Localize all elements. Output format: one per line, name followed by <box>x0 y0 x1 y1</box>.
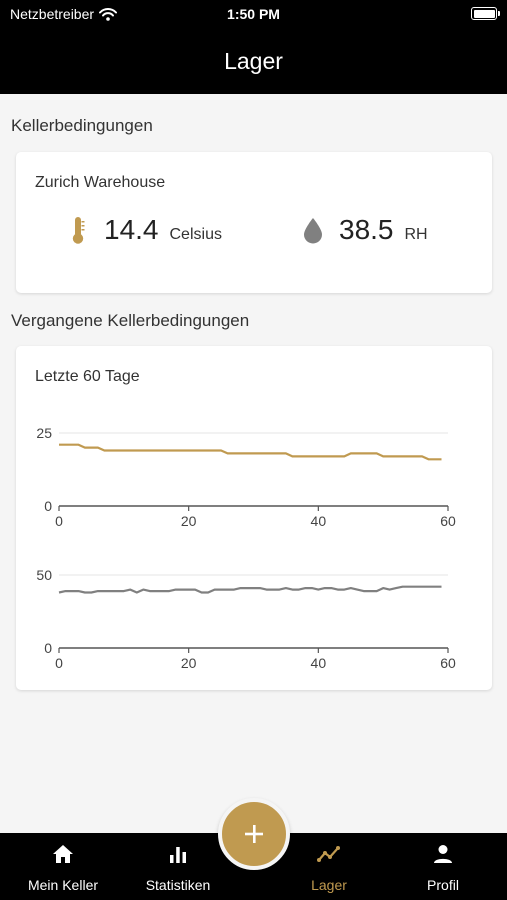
bar-chart-icon <box>170 847 186 863</box>
humidity-reading: 38.5 RH <box>301 214 428 246</box>
status-time: 1:50 PM <box>227 6 280 22</box>
x-tick-label: 0 <box>55 655 63 671</box>
nav-item-lager[interactable]: Lager <box>279 833 379 900</box>
water-drop-icon <box>304 218 322 244</box>
app-bar: Lager <box>0 28 507 94</box>
temperature-value: 14.4 <box>104 214 159 245</box>
page-title: Lager <box>224 48 283 74</box>
x-tick-label: 60 <box>440 513 456 529</box>
current-conditions-card[interactable]: Zurich Warehouse 14.4 Celsius 38.5 RH <box>16 152 492 293</box>
x-tick-label: 20 <box>181 655 197 671</box>
x-tick-label: 60 <box>440 655 456 671</box>
location-name: Zurich Warehouse <box>35 174 166 191</box>
nav-label-lager: Lager <box>311 877 347 893</box>
thermometer-icon <box>72 217 85 244</box>
y-tick-label: 25 <box>36 425 52 441</box>
home-icon <box>53 845 73 863</box>
plus-icon <box>245 825 263 843</box>
x-tick-label: 40 <box>311 513 327 529</box>
y-tick-label: 0 <box>44 640 52 656</box>
nav-label-mein-keller: Mein Keller <box>27 877 99 893</box>
humidity-unit: RH <box>404 226 428 243</box>
temperature-series-line <box>59 443 442 461</box>
wifi-icon <box>99 7 118 21</box>
humidity-value: 38.5 <box>339 214 394 245</box>
x-tick-label: 0 <box>55 513 63 529</box>
person-icon <box>434 845 452 863</box>
y-tick-label: 0 <box>44 498 52 514</box>
x-tick-label: 40 <box>311 655 327 671</box>
add-button[interactable] <box>218 798 290 870</box>
carrier-name: Netzbetreiber <box>10 6 95 22</box>
temperature-reading: 14.4 Celsius <box>66 214 222 246</box>
history-charts: 0 25 0 20 40 60 0 50 0 20 40 60 <box>36 425 456 671</box>
past-conditions-card: Letzte 60 Tage 0 25 0 20 40 60 0 50 0 20 40 60 <box>16 346 492 690</box>
status-bar: Netzbetreiber 1:50 PM <box>0 0 507 28</box>
chart-period-label: Letzte 60 Tage <box>35 368 140 385</box>
nav-item-profil[interactable]: Profil <box>393 833 493 900</box>
x-tick-label: 20 <box>181 513 197 529</box>
nav-label-profil: Profil <box>427 877 459 893</box>
current-conditions-heading: Kellerbedingungen <box>11 116 153 135</box>
nav-item-mein-keller[interactable]: Mein Keller <box>13 833 113 900</box>
trend-icon <box>317 846 340 862</box>
carrier-info: Netzbetreiber <box>10 6 118 22</box>
nav-label-statistiken: Statistiken <box>145 877 211 893</box>
nav-item-statistiken[interactable]: Statistiken <box>128 833 228 900</box>
battery-icon <box>471 7 500 20</box>
y-tick-label: 50 <box>36 567 52 583</box>
humidity-series-line <box>58 585 442 594</box>
past-conditions-heading: Vergangene Kellerbedingungen <box>11 311 250 330</box>
temperature-unit: Celsius <box>169 226 222 243</box>
